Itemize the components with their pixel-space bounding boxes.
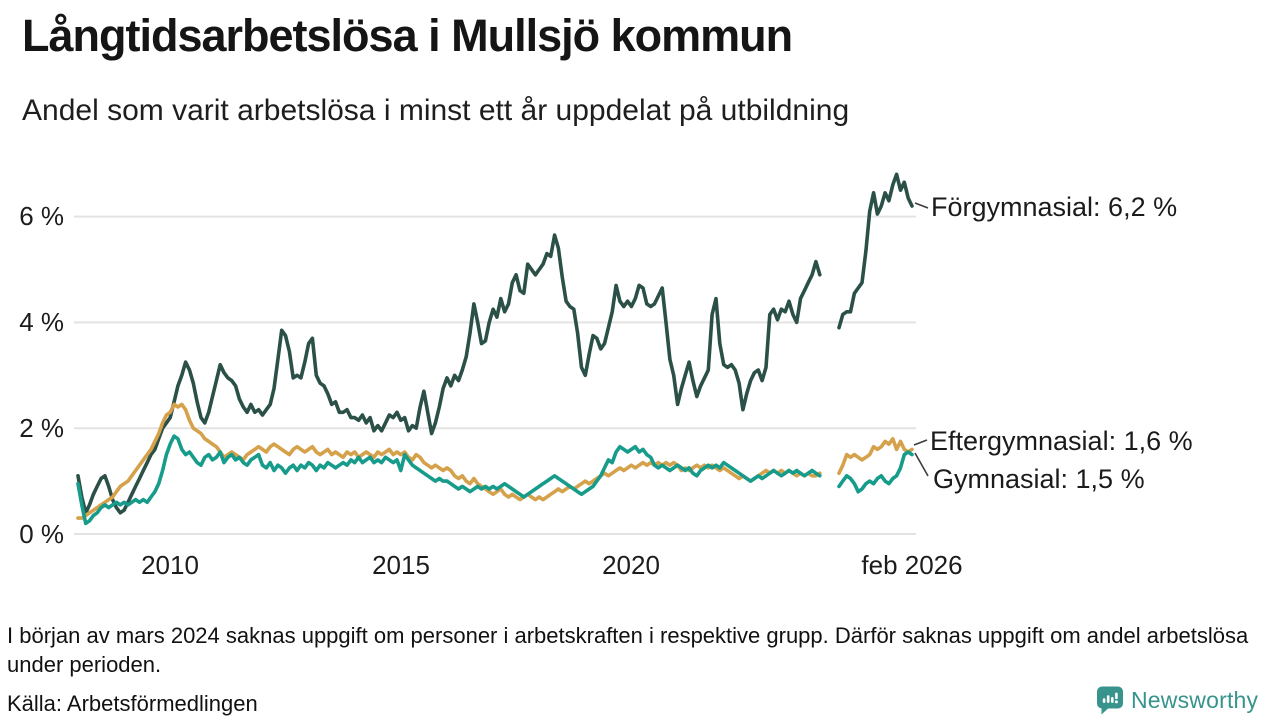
label-connector: [913, 439, 928, 446]
y-tick-label: 0 %: [19, 519, 64, 549]
bar-chart-speech-bubble-icon: [1097, 686, 1123, 715]
series-end-label-eftergymnasial: Eftergymnasial: 1,6 %: [930, 426, 1193, 456]
x-tick-label: 2020: [602, 550, 660, 580]
page-subtitle: Andel som varit arbetslösa i minst ett å…: [22, 94, 850, 127]
footnote: I början av mars 2024 saknas uppgift om …: [7, 623, 1249, 677]
label-connector: [914, 452, 929, 477]
label-connectors: [913, 202, 929, 477]
y-tick-label: 2 %: [19, 413, 64, 443]
gridlines: [74, 215, 916, 535]
x-tick-label: 2015: [372, 550, 430, 580]
x-tick-label: feb 2026: [861, 550, 963, 580]
label-connector: [914, 202, 929, 209]
y-tick-label: 4 %: [19, 307, 64, 337]
series-end-label-gymnasial: Gymnasial: 1,5 %: [933, 464, 1145, 494]
page-title: Långtidsarbetslösa i Mullsjö kommun: [22, 10, 793, 61]
series-lines: [76, 172, 914, 526]
source-attribution: Källa: Arbetsförmedlingen: [7, 691, 258, 716]
newsworthy-logo: Newsworthy: [1096, 686, 1258, 715]
logo-text: Newsworthy: [1131, 687, 1259, 713]
x-tick-label: 2010: [141, 550, 199, 580]
series-end-label-forgymnasial: Förgymnasial: 6,2 %: [931, 192, 1178, 222]
y-tick-label: 6 %: [19, 201, 64, 231]
